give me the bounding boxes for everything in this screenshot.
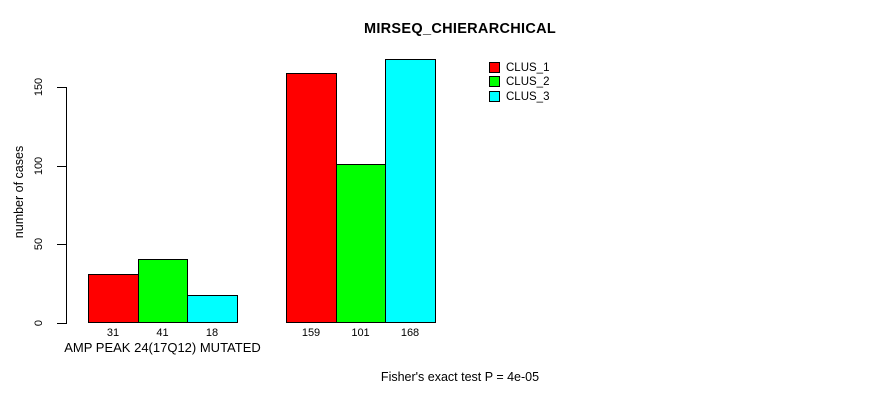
bar-clus_2 [336,164,386,323]
bar-clus_3 [385,59,436,323]
bar-value-label: 159 [301,327,321,339]
y-axis-label: number of cases [12,145,26,239]
bar-clus_1 [88,274,139,323]
legend-swatch-clus_3 [489,91,500,102]
y-tick-label: 100 [33,156,45,176]
legend-label-clus_2: CLUS_2 [506,76,550,88]
y-tick-label: 0 [33,319,45,327]
bar-value-label: 18 [205,327,219,339]
bar-value-label: 101 [351,327,370,339]
bar-value-label: 31 [106,327,120,339]
y-tick-mark [57,166,66,167]
y-tick-label: 150 [33,77,45,97]
bar-value-label: 41 [156,327,169,339]
legend-swatch-clus_1 [489,62,500,73]
y-tick-mark [57,323,66,324]
y-tick-mark [57,244,66,245]
annotation-text: Fisher's exact test P = 4e-05 [380,370,540,384]
legend-label-clus_1: CLUS_1 [506,62,550,74]
bar-value-label: 168 [400,327,420,339]
chart-title: MIRSEQ_CHIERARCHICAL [363,21,557,37]
bar-clus_2 [138,259,188,323]
x-group-label: AMP PEAK 24(17Q12) MUTATED [64,340,261,355]
legend-swatch-clus_2 [489,76,500,87]
bar-clus_1 [286,73,337,323]
y-axis [66,87,67,324]
y-tick-mark [57,87,66,88]
y-tick-label: 50 [33,237,45,251]
bar-clus_3 [187,295,238,323]
legend-label-clus_3: CLUS_3 [506,91,550,103]
